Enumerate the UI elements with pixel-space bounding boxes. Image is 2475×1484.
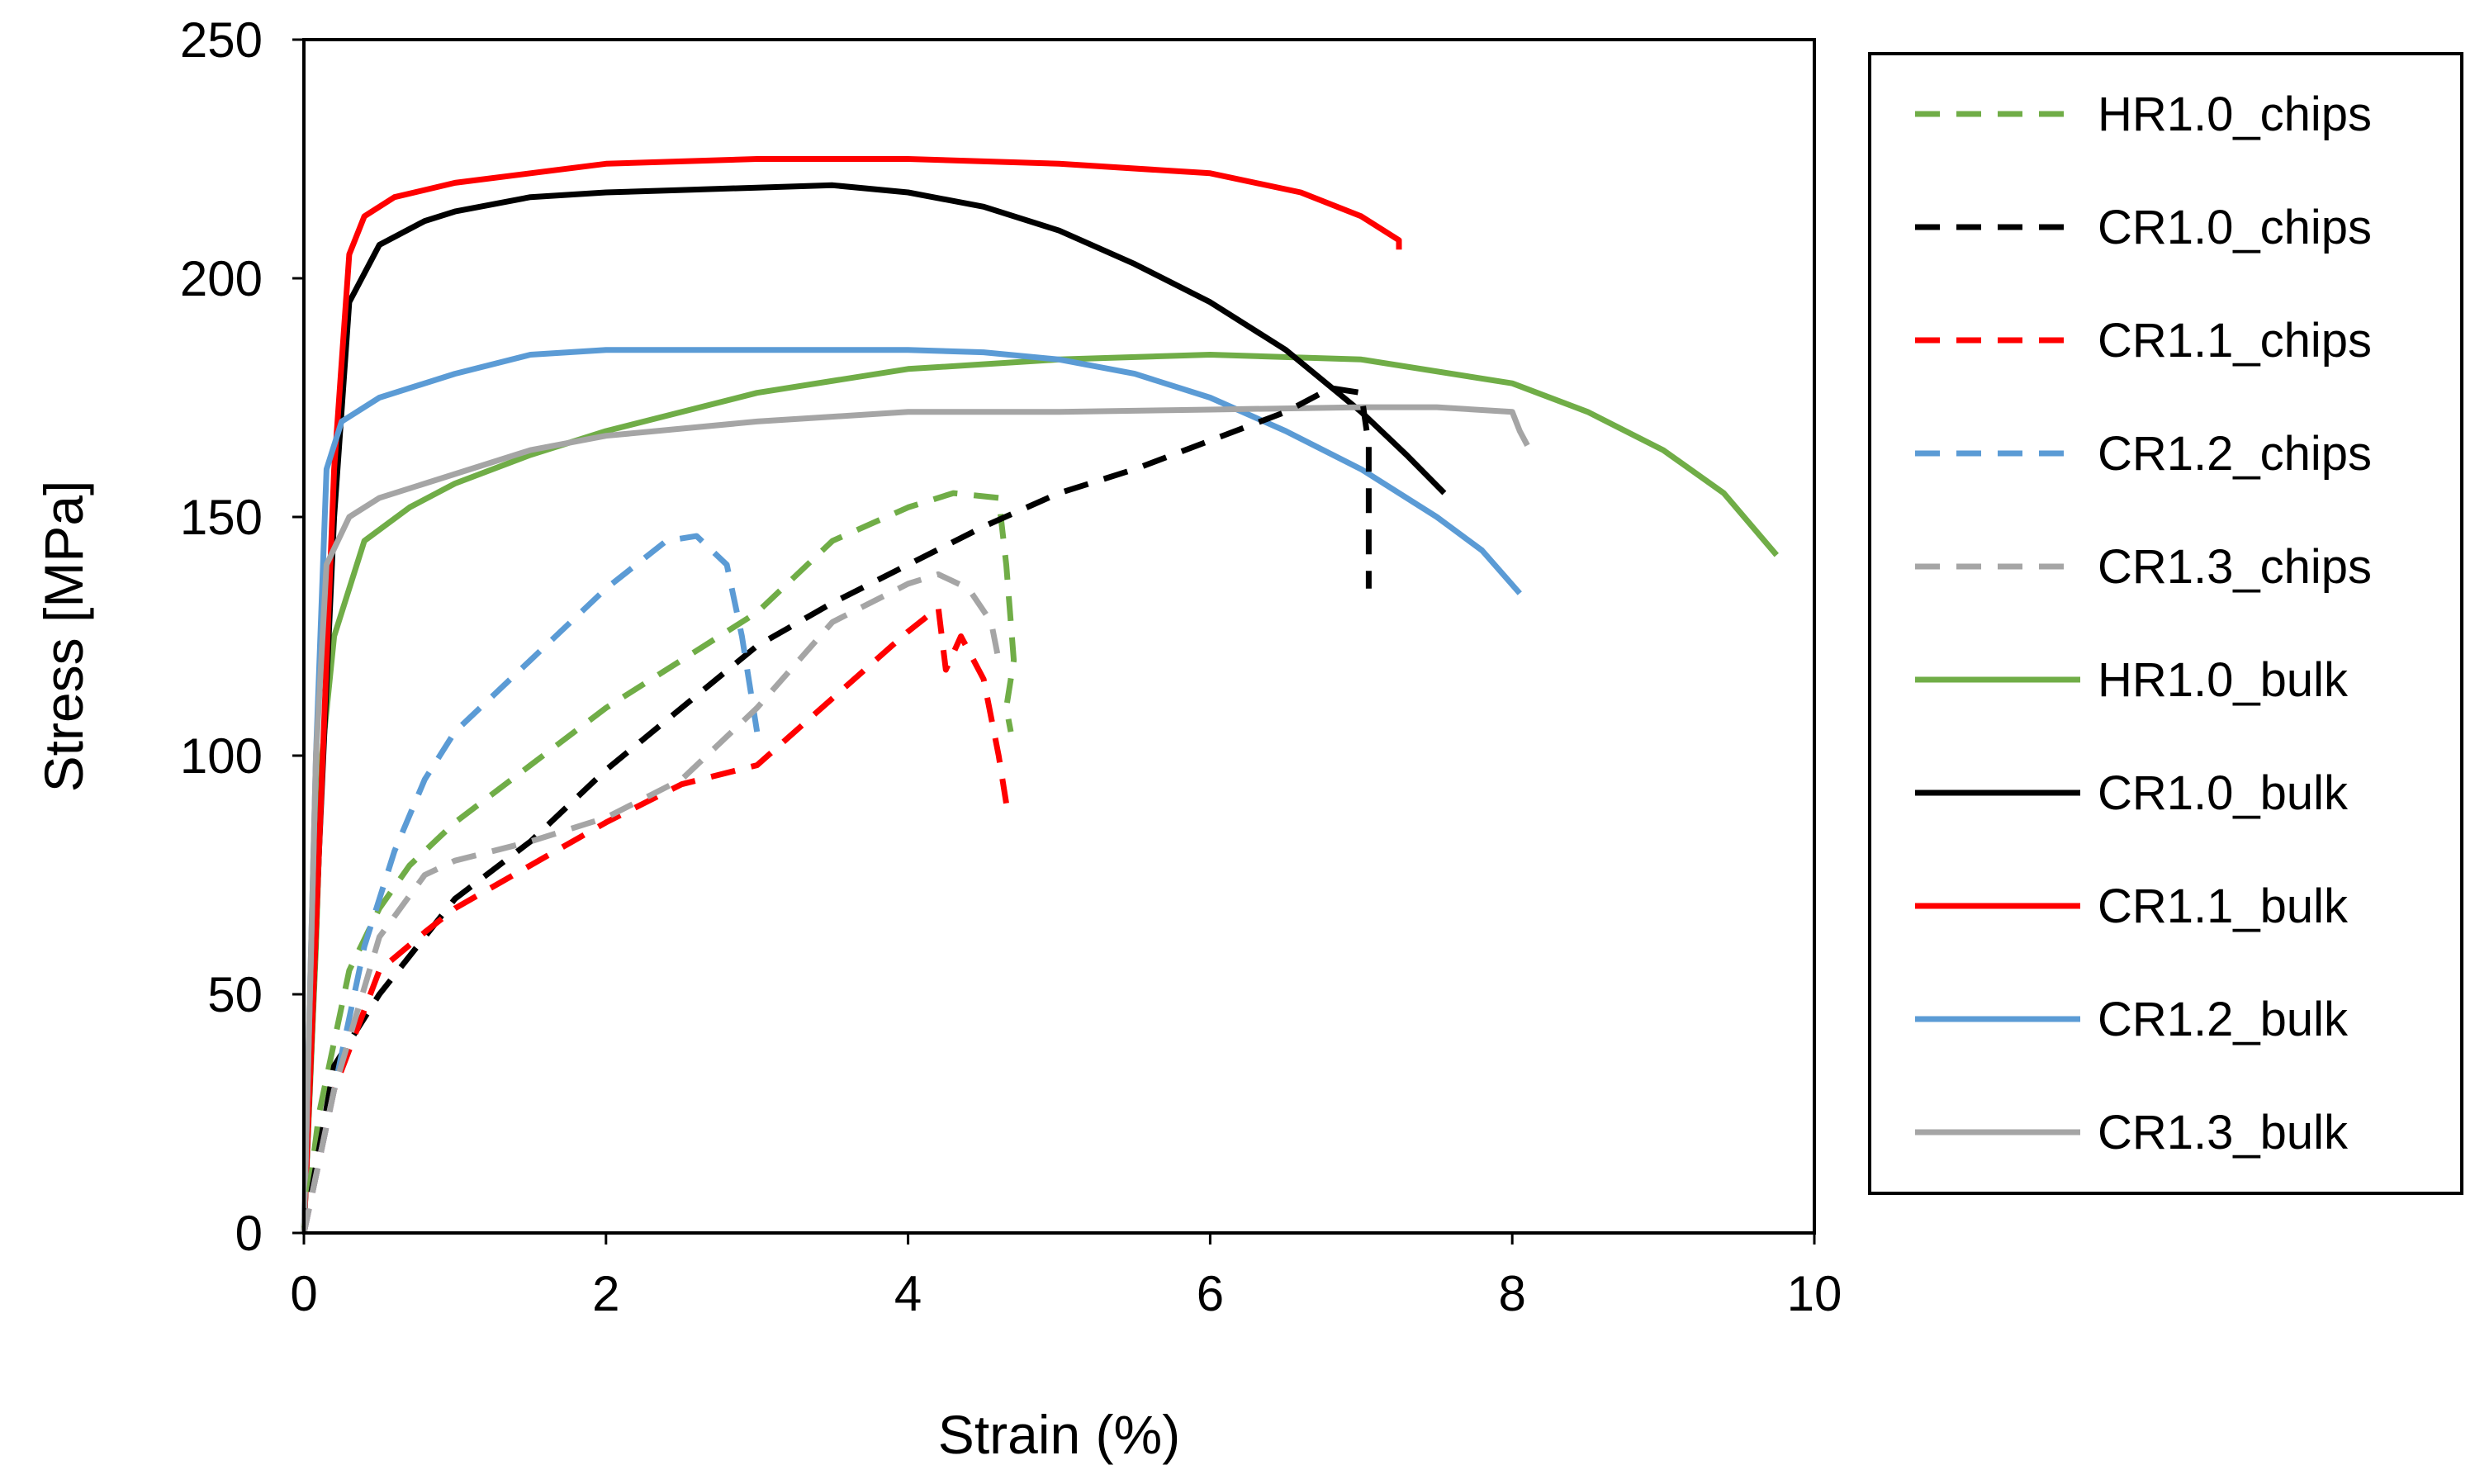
series-layer (301, 156, 1779, 1234)
legend: HR1.0_chips CR1.0_chips CR1.1_chips CR1.2_c… (1915, 88, 2372, 1159)
x-axis-title: Strain (%) (938, 1404, 1180, 1465)
y-tick-label: 0 (235, 1206, 263, 1261)
plot-area-frame (302, 38, 1816, 1235)
x-tick-label: 4 (894, 1266, 922, 1321)
x-tick-label: 2 (592, 1266, 619, 1321)
y-tick-label: 50 (207, 967, 263, 1022)
legend-label-hr1-0-chips: HR1.0_chips (2098, 88, 2372, 141)
series-line-cr1-2-chips (301, 533, 761, 1234)
x-tick-label: 6 (1197, 1266, 1224, 1321)
legend-label-cr1-1-chips: CR1.1_chips (2098, 314, 2372, 367)
legend-label-cr1-2-chips: CR1.2_chips (2098, 427, 2372, 481)
x-tick-label: 10 (1787, 1266, 1842, 1321)
series-line-cr1-1-chips (301, 605, 1009, 1234)
legend-label-cr1-0-chips: CR1.0_chips (2098, 201, 2372, 254)
series-line-cr1-3-chips (301, 571, 1002, 1234)
x-tick-label: 8 (1499, 1266, 1526, 1321)
series-line-cr1-1-bulk (301, 156, 1402, 1234)
y-tick-label: 200 (180, 251, 263, 306)
y-tick-label: 250 (180, 12, 263, 68)
series-line-cr1-3-bulk (301, 404, 1530, 1234)
series-line-hr1-0-bulk (301, 352, 1779, 1234)
legend-label-hr1-0-bulk: HR1.0_bulk (2098, 653, 2349, 707)
legend-label-cr1-3-chips: CR1.3_chips (2098, 540, 2372, 594)
legend-label-cr1-1-bulk: CR1.1_bulk (2098, 879, 2349, 933)
legend-label-cr1-3-bulk: CR1.3_bulk (2098, 1106, 2349, 1159)
y-axis-title: Stress [MPa] (33, 481, 94, 793)
legend-label-cr1-0-bulk: CR1.0_bulk (2098, 766, 2349, 820)
legend-label-cr1-2-bulk: CR1.2_bulk (2098, 993, 2349, 1046)
y-tick-label: 150 (180, 490, 263, 545)
series-line-cr1-0-bulk (301, 182, 1447, 1234)
legend-frame (1868, 52, 2463, 1195)
series-line-cr1-2-bulk (301, 347, 1522, 1234)
x-tick-label: 0 (290, 1266, 317, 1321)
y-tick-label: 100 (180, 728, 263, 784)
